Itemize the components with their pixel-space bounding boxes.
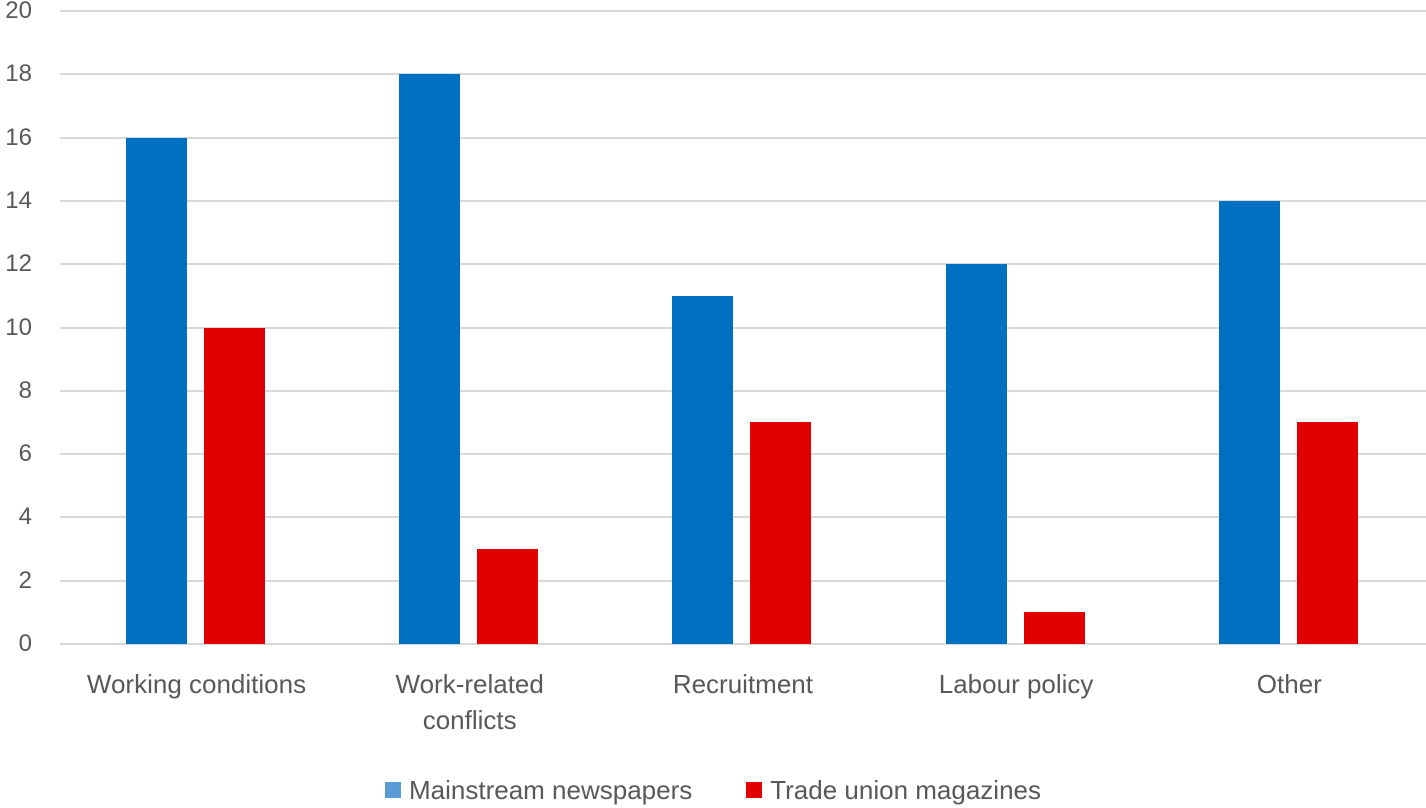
- gridline: [60, 73, 1426, 76]
- x-tick-label: Other: [1256, 669, 1322, 699]
- gridline: [60, 453, 1426, 456]
- x-tick-label: Recruitment: [672, 669, 813, 699]
- bar-mainstream: [126, 137, 187, 644]
- bar-mainstream: [1218, 200, 1280, 644]
- y-tick-label: 12: [5, 250, 32, 278]
- bar-mainstream: [672, 295, 734, 644]
- y-tick-label: 14: [5, 186, 32, 214]
- y-tick-label: 10: [5, 313, 32, 341]
- y-tick-label: 20: [5, 0, 32, 24]
- bar-trade-union: [477, 549, 539, 644]
- bar-trade-union: [750, 422, 812, 644]
- legend-label: Trade union magazines: [770, 774, 1041, 805]
- x-tick-label: Labour policy: [938, 669, 1094, 699]
- bar-mainstream: [945, 264, 1007, 644]
- gridline: [60, 10, 1426, 12]
- y-tick-label: 6: [18, 440, 32, 468]
- gridline: [60, 263, 1426, 266]
- gridline: [60, 136, 1426, 139]
- gridline: [60, 579, 1426, 582]
- gridline: [60, 389, 1426, 392]
- y-tick-label: 8: [18, 376, 32, 404]
- y-tick-label: 4: [18, 503, 32, 531]
- bar-trade-union: [204, 327, 265, 644]
- gridline: [60, 643, 1426, 645]
- gridline: [60, 199, 1426, 202]
- x-tick-label: Working conditions: [86, 669, 307, 699]
- x-tick-label: Work-related conflicts: [395, 669, 544, 735]
- y-tick-label: 18: [5, 60, 32, 88]
- gridline: [60, 326, 1426, 329]
- bar-mainstream: [399, 74, 461, 644]
- bar-trade-union: [1023, 612, 1085, 644]
- gridline: [60, 516, 1426, 519]
- legend-item-trade-union-magazines: Trade union magazines: [746, 775, 1041, 806]
- y-tick-label: 2: [18, 566, 32, 594]
- legend-item-mainstream-newspapers: Mainstream newspapers: [385, 775, 692, 806]
- y-tick-label: 0: [18, 630, 32, 657]
- legend-swatch: [385, 782, 401, 798]
- legend-label: Mainstream newspapers: [409, 774, 693, 805]
- y-tick-label: 16: [5, 123, 32, 151]
- legend-swatch: [746, 782, 763, 798]
- bar-trade-union: [1296, 422, 1358, 644]
- legend: Mainstream newspapers Trade union magazi…: [0, 772, 1426, 808]
